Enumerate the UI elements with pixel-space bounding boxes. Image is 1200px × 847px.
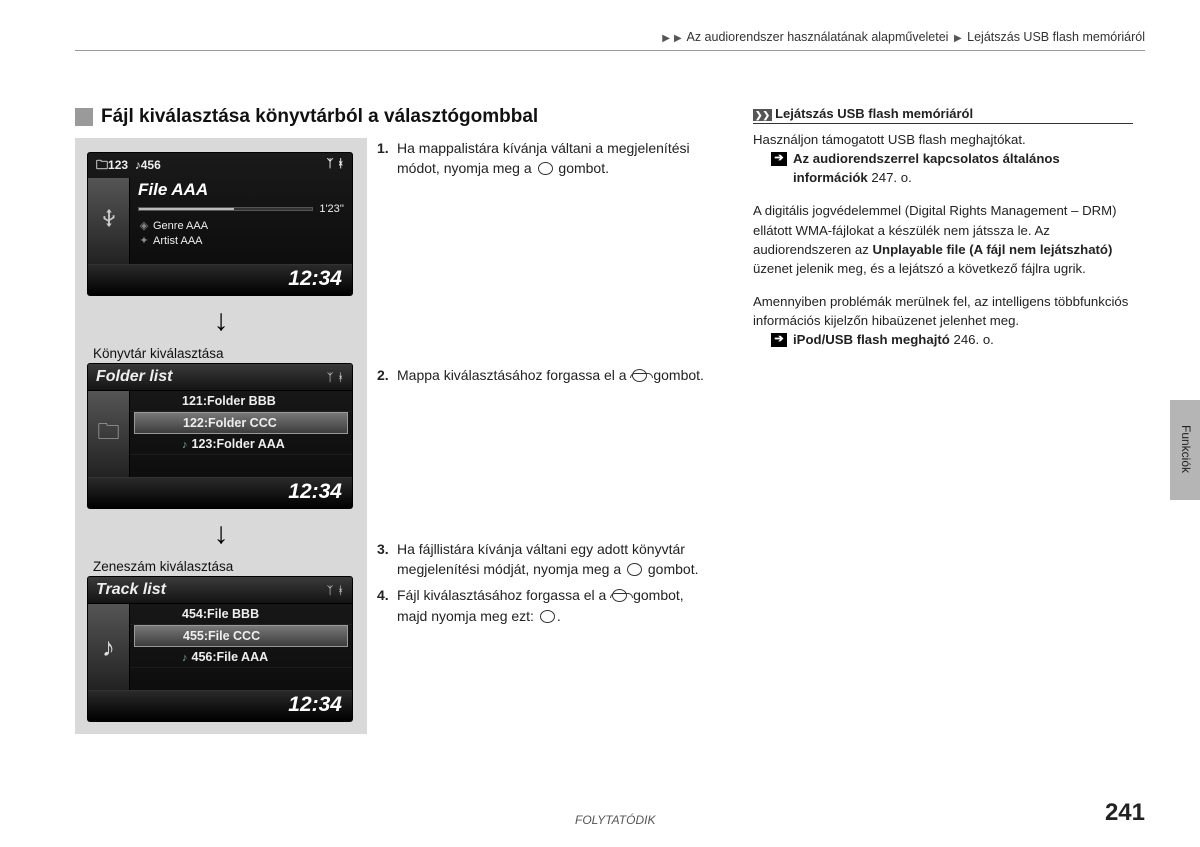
heading-text: Fájl kiválasztása könyvtárból a választó…	[101, 106, 538, 128]
artist-value: Artist AAA	[153, 235, 203, 247]
folder-list-screen: Folder list ᛉᚼ 🗀 121:Folder BBB 122:Fold…	[87, 363, 353, 509]
chevron-icon	[672, 30, 684, 44]
step-4: 4. Fájl kiválasztásához forgassa el a go…	[377, 585, 712, 626]
list-item: ♪456:File AAA	[130, 647, 352, 668]
folder-file-counter: 🗀123 ♪456	[96, 156, 161, 177]
continued-label: FOLYTATÓDIK	[575, 813, 655, 827]
breadcrumb-page: Lejátszás USB flash memóriáról	[967, 30, 1145, 44]
clock: 12:34	[88, 690, 352, 721]
heading-marker-icon	[75, 108, 93, 126]
now-playing-screen: 🗀123 ♪456 ᛉᚼ File AAA	[87, 152, 353, 296]
music-icon: ♪	[182, 439, 188, 451]
track-list-screen: Track list ᛉᚼ ♪ 454:File BBB 455:File CC…	[87, 576, 353, 722]
step-2: 2. Mappa kiválasztásához forgassa el a g…	[377, 365, 712, 385]
selector-knob-icon	[540, 610, 555, 623]
list-item-selected: 455:File CCC	[134, 625, 348, 647]
music-source-icon: ♪	[88, 604, 130, 690]
breadcrumb-section: Az audiorendszer használatának alapművel…	[686, 30, 948, 44]
reference-arrow-icon: ➔	[771, 152, 787, 166]
step-caption: Zeneszám kiválasztása	[93, 559, 355, 574]
step-1: 1. Ha mappalistára kívánja váltani a meg…	[377, 138, 712, 179]
usb-icon: ᛉ	[327, 585, 334, 597]
info-sidebar: Lejátszás USB flash memóriáról Használjo…	[753, 106, 1133, 734]
screenshots-panel: 🗀123 ♪456 ᛉᚼ File AAA	[75, 138, 367, 734]
list-item: 121:Folder BBB	[130, 391, 352, 412]
usb-source-icon	[88, 178, 130, 264]
selector-knob-icon	[627, 563, 642, 576]
instruction-steps: 1. Ha mappalistára kívánja váltani a meg…	[377, 138, 712, 632]
usb-icon: ᛉ	[327, 372, 334, 384]
selector-knob-icon	[538, 162, 553, 175]
progress-bar: 1'23''	[138, 203, 344, 215]
section-tab-label: Funkciók	[1179, 425, 1193, 473]
section-heading: Fájl kiválasztása könyvtárból a választó…	[75, 106, 715, 128]
artist-icon: ✦	[138, 234, 150, 249]
clock: 12:34	[88, 477, 352, 508]
screen-header: Folder list	[96, 368, 172, 386]
sidebar-paragraph: Amennyiben problémák merülnek fel, az in…	[753, 292, 1133, 330]
track-title: File AAA	[138, 180, 344, 200]
status-icons: ᛉᚼ	[323, 581, 344, 599]
double-chevron-icon	[753, 106, 775, 121]
step-3: 3. Ha fájllistára kívánja váltani egy ad…	[377, 539, 712, 580]
status-icons: ᛉᚼ	[323, 156, 344, 177]
page-number: 241	[1105, 799, 1145, 827]
arrow-down-icon: ↓	[87, 296, 355, 346]
genre-value: Genre AAA	[153, 220, 208, 232]
sidebar-paragraph: A digitális jogvédelemmel (Digital Right…	[753, 201, 1133, 278]
reference-arrow-icon: ➔	[771, 333, 787, 347]
chevron-icon	[660, 30, 672, 44]
rotary-knob-icon	[632, 369, 647, 382]
list-item: 454:File BBB	[130, 604, 352, 625]
sidebar-title: Lejátszás USB flash memóriáról	[753, 106, 1133, 124]
sidebar-paragraph: Használjon támogatott USB flash meghajtó…	[753, 130, 1133, 149]
usb-icon: ᛉ	[327, 158, 334, 170]
cross-reference-link: ➔ iPod/USB flash meghajtó 246. o.	[753, 330, 1133, 349]
screen-header: Track list	[96, 581, 166, 599]
folder-source-icon: 🗀	[88, 391, 130, 477]
rotary-knob-icon	[612, 589, 627, 602]
arrow-down-icon: ↓	[87, 509, 355, 559]
music-icon: ♪	[182, 652, 188, 664]
cross-reference-link: ➔ Az audiorendszerrel kapcsolatos általá…	[753, 149, 1133, 187]
track-duration: 1'23''	[319, 203, 344, 215]
list-item-selected: 122:Folder CCC	[134, 412, 348, 434]
list-item: ♪123:Folder AAA	[130, 434, 352, 455]
genre-icon: ◈	[138, 219, 150, 234]
status-icons: ᛉᚼ	[323, 368, 344, 386]
chevron-icon	[952, 30, 964, 44]
step-caption: Könyvtár kiválasztása	[93, 346, 355, 361]
bluetooth-icon: ᚼ	[337, 372, 344, 384]
clock: 12:34	[88, 264, 352, 295]
bluetooth-icon: ᚼ	[337, 585, 344, 597]
breadcrumb: Az audiorendszer használatának alapművel…	[75, 30, 1145, 51]
bluetooth-icon: ᚼ	[337, 158, 344, 170]
